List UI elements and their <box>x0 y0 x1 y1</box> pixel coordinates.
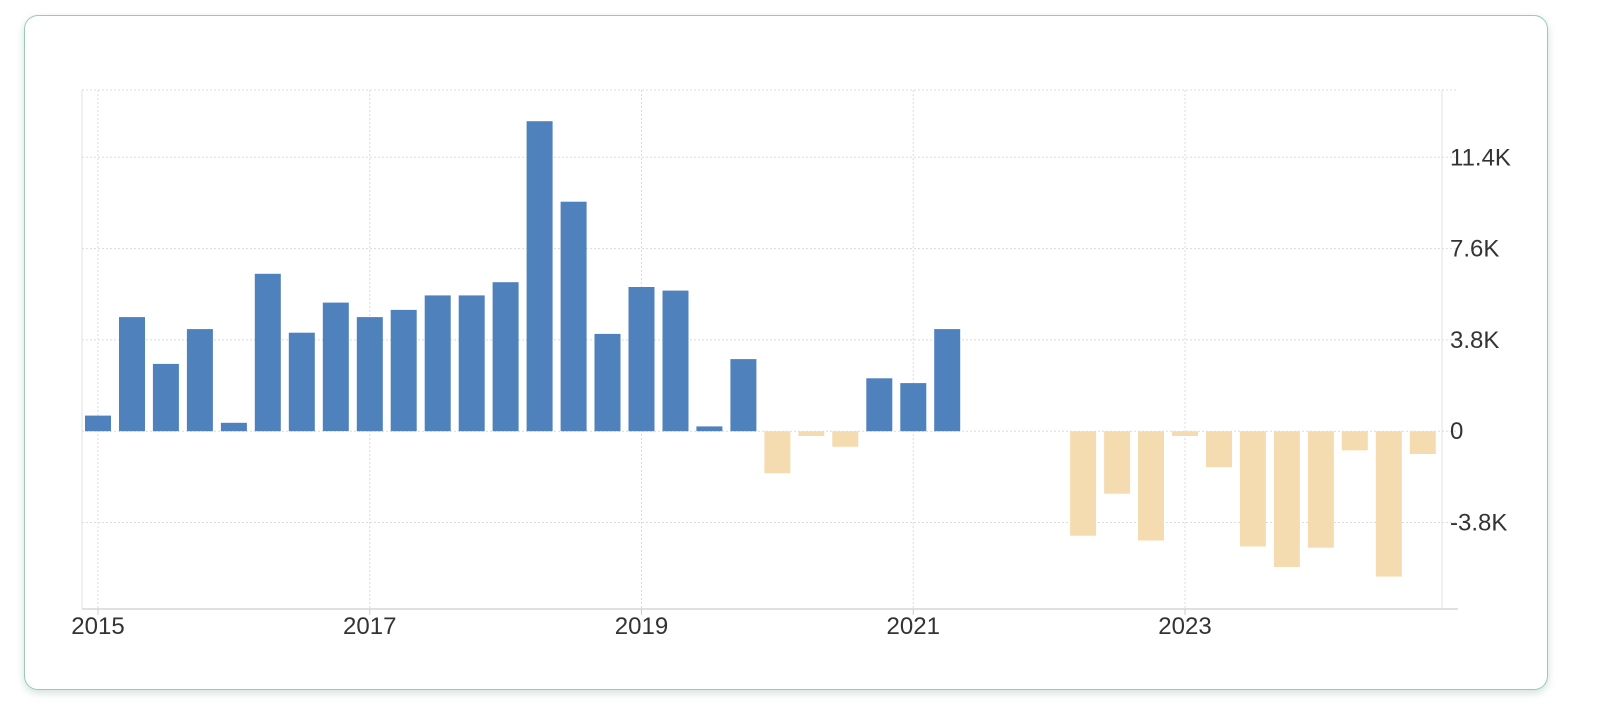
x-axis-labels: 2015 2017 2019 2021 2023 <box>71 613 1211 640</box>
bar[interactable] <box>390 309 417 432</box>
bar[interactable] <box>254 273 281 432</box>
bar[interactable] <box>560 201 587 432</box>
y-tick-label: 11.4K <box>1450 144 1511 171</box>
bar[interactable] <box>730 359 757 432</box>
bar[interactable] <box>492 282 519 432</box>
bar[interactable] <box>1307 431 1334 548</box>
y-tick-label: 3.8K <box>1450 327 1499 354</box>
bar[interactable] <box>119 317 145 432</box>
bar[interactable] <box>662 290 689 432</box>
bar[interactable] <box>628 287 655 432</box>
y-tick-label: -3.8K <box>1450 510 1507 537</box>
bar[interactable] <box>220 422 247 432</box>
bar[interactable] <box>832 431 859 447</box>
bar[interactable] <box>764 431 791 474</box>
bar[interactable] <box>356 317 383 432</box>
bar[interactable] <box>900 383 927 432</box>
bar[interactable] <box>696 426 723 432</box>
bars <box>85 121 1436 577</box>
bar[interactable] <box>1206 431 1232 468</box>
x-tick-label: 2019 <box>615 613 668 640</box>
grid-lines <box>81 89 1458 615</box>
bar[interactable] <box>424 295 451 432</box>
bar[interactable] <box>1239 431 1266 547</box>
bar[interactable] <box>1341 431 1368 451</box>
bar[interactable] <box>1172 431 1198 436</box>
x-tick-label: 2023 <box>1158 613 1211 640</box>
bar[interactable] <box>526 121 553 432</box>
bar[interactable] <box>186 329 213 432</box>
bar[interactable] <box>594 333 621 432</box>
bar[interactable] <box>798 431 825 436</box>
bar[interactable] <box>322 302 349 432</box>
bar[interactable] <box>85 415 111 432</box>
bar[interactable] <box>1138 431 1164 541</box>
bar[interactable] <box>288 332 315 432</box>
bar[interactable] <box>1104 431 1131 494</box>
bar[interactable] <box>152 363 179 432</box>
y-axis-labels: 11.4K 7.6K 3.8K 0 -3.8K <box>1450 144 1511 536</box>
bar[interactable] <box>458 295 485 432</box>
y-tick-label: 7.6K <box>1450 236 1499 263</box>
x-tick-label: 2021 <box>887 613 940 640</box>
bar[interactable] <box>866 378 893 432</box>
y-tick-label: 0 <box>1450 418 1463 445</box>
bar[interactable] <box>1375 431 1402 577</box>
bar[interactable] <box>1070 431 1097 536</box>
x-tick-label: 2015 <box>71 613 124 640</box>
bar[interactable] <box>1409 431 1436 454</box>
bar[interactable] <box>934 329 961 432</box>
x-tick-label: 2017 <box>343 613 396 640</box>
bar[interactable] <box>1273 431 1300 567</box>
